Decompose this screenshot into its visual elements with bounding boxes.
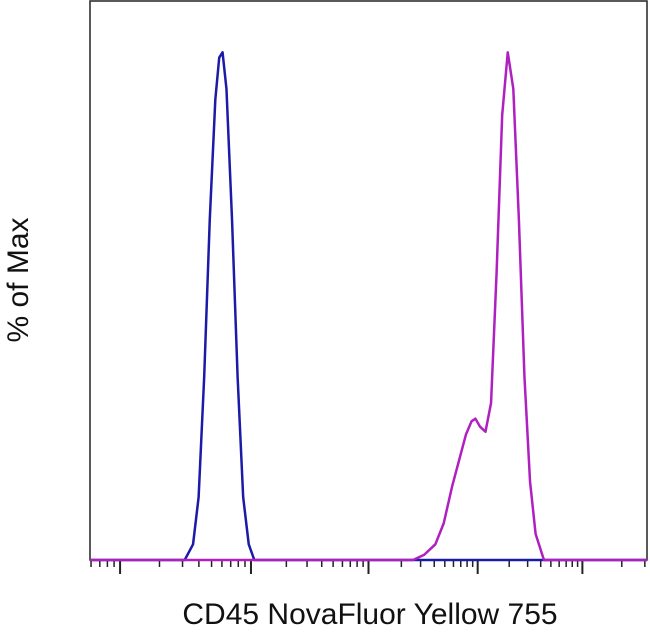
x-axis-label: CD45 NovaFluor Yellow 755 [182,598,557,631]
histogram-line [90,51,647,562]
plot-frame [89,0,648,561]
histogram-line [90,51,647,562]
y-axis-label: % of Max [2,217,35,342]
